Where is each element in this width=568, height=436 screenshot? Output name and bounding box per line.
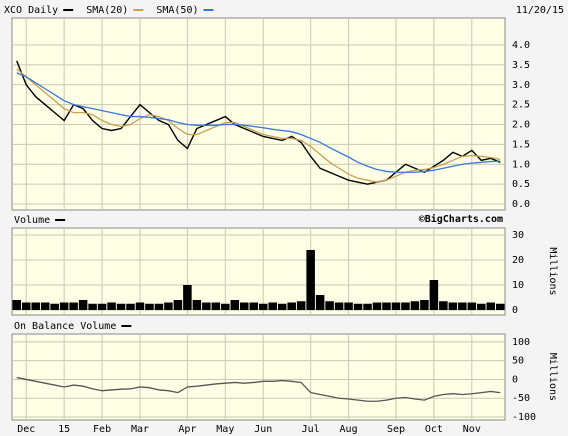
bar: [50, 303, 59, 310]
bar: [69, 302, 78, 310]
panel: [11, 17, 506, 211]
bar: [353, 303, 363, 310]
x-tick-label: Sep: [387, 424, 405, 435]
bar: [363, 303, 372, 310]
y-tick-label: 0: [512, 374, 518, 385]
watermark: ©BigCharts.com: [419, 213, 503, 225]
bar: [164, 302, 173, 310]
bar: [296, 301, 306, 310]
bar: [221, 303, 230, 310]
bar: [448, 302, 458, 310]
x-tick-label: 15: [58, 424, 70, 435]
bar: [249, 302, 259, 310]
x-tick-label: May: [216, 424, 234, 435]
bar: [78, 300, 88, 310]
bar: [306, 250, 315, 310]
y-tick-label: 2.5: [512, 100, 530, 111]
bar: [21, 302, 31, 310]
date: 11/20/15: [516, 5, 564, 16]
panel-title: Volume: [14, 215, 50, 226]
bar: [240, 302, 249, 310]
bar: [486, 302, 496, 310]
y-tick-label: 0.5: [512, 179, 530, 190]
bar: [429, 280, 439, 310]
x-tick-label: Nov: [463, 424, 481, 435]
y-tick-label: 0: [512, 305, 518, 316]
x-tick-label: Apr: [178, 424, 196, 435]
y-axis-label: Millions: [547, 247, 558, 295]
series-line: [16, 72, 501, 173]
x-tick-label: Mar: [131, 424, 149, 435]
y-tick-label: 50: [512, 356, 524, 367]
bar: [126, 303, 135, 310]
bar: [183, 285, 192, 310]
bar: [202, 302, 211, 310]
series-line: [16, 68, 501, 183]
bar: [88, 303, 97, 310]
y-tick-label: 30: [512, 230, 524, 241]
bar: [344, 302, 353, 310]
bar: [145, 303, 154, 310]
y-tick-label: 1.5: [512, 139, 530, 150]
y-tick-label: 2.0: [512, 120, 530, 131]
bar: [325, 301, 334, 310]
bar: [97, 303, 107, 310]
bar: [420, 300, 429, 310]
x-tick-label: Aug: [340, 424, 358, 435]
bar: [372, 302, 382, 310]
y-tick-label: -50: [512, 393, 530, 404]
bar: [268, 302, 277, 310]
x-tick-label: Jun: [254, 424, 272, 435]
bar: [135, 302, 145, 310]
bar: [173, 300, 183, 310]
x-tick-label: Jul: [302, 424, 320, 435]
y-tick-label: 3.0: [512, 80, 530, 91]
bar: [495, 303, 505, 310]
bar: [154, 303, 164, 310]
bar: [467, 302, 477, 310]
y-tick-label: 1.0: [512, 159, 530, 170]
y-tick-label: -100: [512, 412, 536, 423]
panel: [11, 333, 506, 421]
y-tick-label: 3.5: [512, 60, 530, 71]
bar: [192, 300, 202, 310]
x-tick-label: Dec: [17, 424, 35, 435]
bar: [477, 303, 486, 310]
bar: [410, 301, 420, 310]
panel-title: On Balance Volume: [14, 321, 116, 332]
legend-label: XCO Daily: [4, 5, 58, 16]
legend-label: SMA(20): [86, 5, 128, 16]
x-tick-label: Oct: [425, 424, 443, 435]
bar: [40, 302, 50, 310]
bar: [287, 302, 296, 310]
y-tick-label: 20: [512, 255, 524, 266]
y-tick-label: 4.0: [512, 40, 530, 51]
y-tick-label: 10: [512, 280, 524, 291]
bar: [12, 300, 22, 310]
bar: [277, 303, 287, 310]
bar: [391, 302, 401, 310]
y-tick-label: 0.0: [512, 199, 530, 210]
bar: [458, 302, 467, 310]
bar: [230, 300, 240, 310]
bar: [334, 302, 344, 310]
y-axis-label: Millions: [547, 353, 558, 401]
bar: [401, 302, 410, 310]
bar: [315, 295, 325, 310]
bar: [382, 302, 391, 310]
bar: [439, 301, 448, 310]
bar: [258, 303, 268, 310]
bar: [59, 302, 69, 310]
legend-label: SMA(50): [156, 5, 198, 16]
bar: [116, 303, 126, 310]
bar: [107, 302, 116, 310]
y-tick-label: 100: [512, 337, 530, 348]
bar: [31, 302, 40, 310]
bar: [211, 302, 221, 310]
series-line: [16, 376, 501, 402]
x-tick-label: Feb: [93, 424, 111, 435]
